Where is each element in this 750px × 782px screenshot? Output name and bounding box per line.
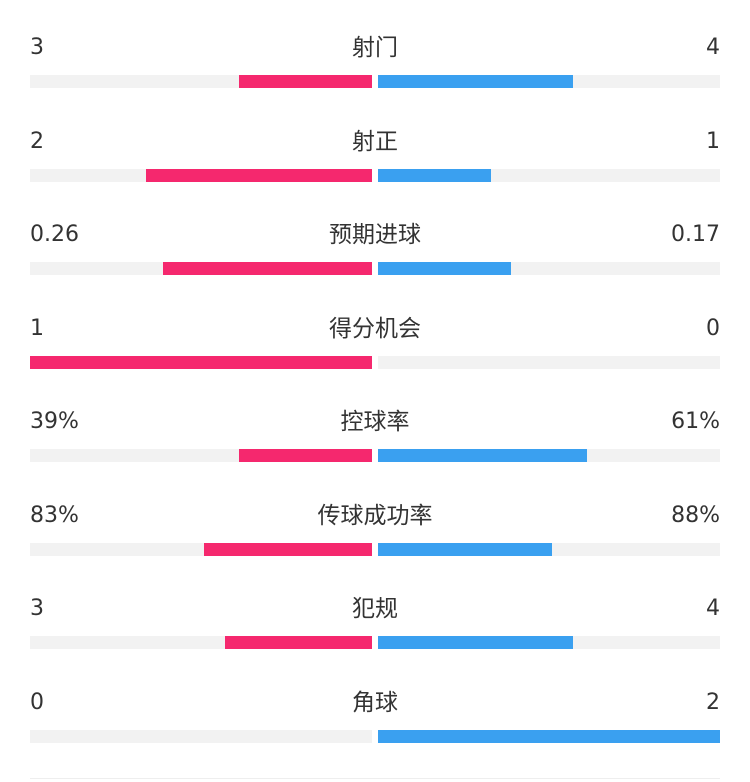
stat-row: 0 角球 2 — [0, 683, 750, 776]
home-bar-track — [30, 730, 372, 743]
stat-row: 0.26 预期进球 0.17 — [0, 215, 750, 308]
stat-row: 83% 传球成功率 88% — [0, 496, 750, 589]
away-bar-track — [378, 262, 720, 275]
away-bar-track — [378, 356, 720, 369]
home-value: 83% — [30, 503, 79, 528]
stat-label: 得分机会 — [329, 316, 421, 342]
home-bar-track — [30, 75, 372, 88]
stat-label: 射正 — [352, 129, 398, 155]
home-bar-track — [30, 262, 372, 275]
away-bar — [378, 75, 573, 88]
home-bar-track — [30, 543, 372, 556]
home-bar-track — [30, 356, 372, 369]
away-bar-track — [378, 169, 720, 182]
away-value: 4 — [706, 35, 720, 60]
home-bar — [163, 262, 372, 275]
stat-label: 角球 — [352, 690, 398, 716]
away-value: 61% — [671, 409, 720, 434]
away-value: 88% — [671, 503, 720, 528]
away-bar — [378, 449, 587, 462]
stat-label: 犯规 — [352, 596, 398, 622]
home-value: 1 — [30, 316, 44, 341]
home-bar-track — [30, 169, 372, 182]
away-bar — [378, 730, 720, 743]
stat-row: 2 射正 1 — [0, 122, 750, 215]
away-value: 1 — [706, 129, 720, 154]
away-bar — [378, 543, 552, 556]
home-value: 0 — [30, 690, 44, 715]
home-value: 0.26 — [30, 222, 79, 247]
stat-label: 控球率 — [340, 409, 410, 435]
away-bar — [378, 169, 491, 182]
away-bar — [378, 262, 511, 275]
home-value: 3 — [30, 596, 44, 621]
away-value: 2 — [706, 690, 720, 715]
away-value: 4 — [706, 596, 720, 621]
away-bar — [378, 636, 573, 649]
home-bar — [30, 356, 372, 369]
home-bar — [239, 75, 372, 88]
stat-row: 39% 控球率 61% — [0, 402, 750, 495]
stat-label: 预期进球 — [329, 222, 421, 248]
home-bar — [146, 169, 372, 182]
bottom-divider — [30, 778, 720, 779]
away-bar-track — [378, 449, 720, 462]
home-bar — [204, 543, 372, 556]
home-value: 2 — [30, 129, 44, 154]
home-bar — [225, 636, 372, 649]
home-value: 3 — [30, 35, 44, 60]
stat-row: 1 得分机会 0 — [0, 309, 750, 402]
home-value: 39% — [30, 409, 79, 434]
home-bar-track — [30, 449, 372, 462]
away-bar-track — [378, 543, 720, 556]
stat-label: 射门 — [352, 35, 398, 61]
stat-label: 传球成功率 — [317, 503, 433, 529]
away-value: 0 — [706, 316, 720, 341]
home-bar — [239, 449, 372, 462]
away-bar-track — [378, 75, 720, 88]
stat-row: 3 犯规 4 — [0, 589, 750, 682]
away-bar-track — [378, 730, 720, 743]
away-bar-track — [378, 636, 720, 649]
home-bar-track — [30, 636, 372, 649]
away-value: 0.17 — [671, 222, 720, 247]
stat-row: 3 射门 4 — [0, 28, 750, 121]
